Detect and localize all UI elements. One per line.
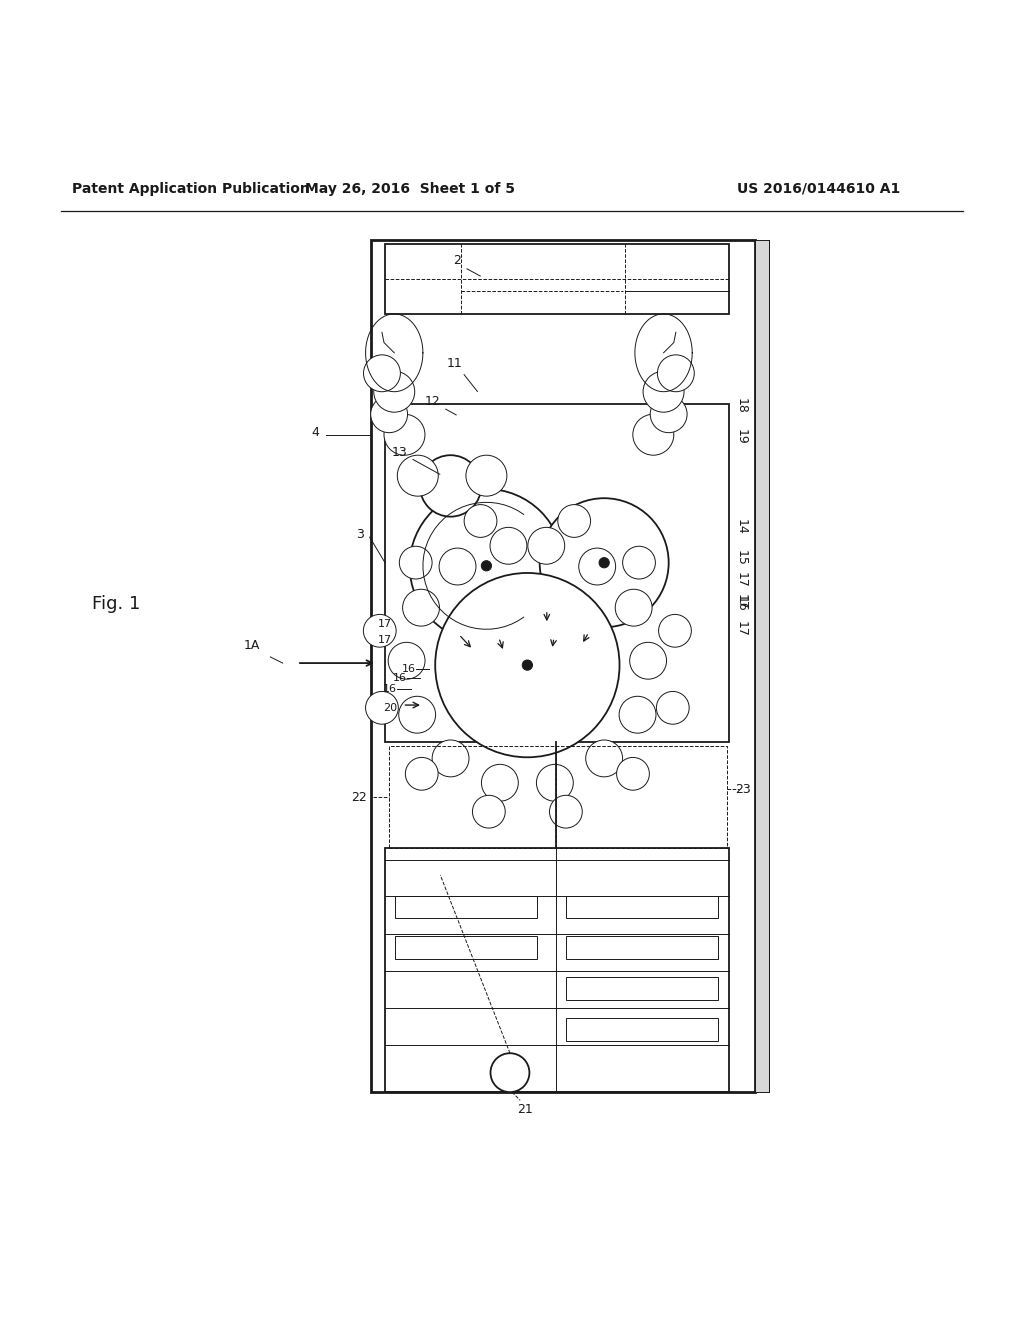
- Circle shape: [537, 764, 573, 801]
- Circle shape: [402, 589, 439, 626]
- Circle shape: [599, 557, 609, 568]
- Text: 20: 20: [383, 704, 397, 713]
- Text: Fig. 1: Fig. 1: [92, 595, 140, 612]
- Bar: [385, 244, 729, 314]
- Circle shape: [410, 488, 563, 643]
- Text: 23: 23: [735, 783, 751, 796]
- Bar: [385, 404, 729, 742]
- Text: 11: 11: [447, 356, 477, 392]
- Circle shape: [522, 660, 532, 671]
- Bar: [755, 240, 769, 1092]
- Bar: [566, 1019, 718, 1041]
- Circle shape: [490, 528, 527, 564]
- Text: 14: 14: [734, 519, 748, 535]
- Text: 18: 18: [734, 399, 748, 414]
- Text: Patent Application Publication: Patent Application Publication: [72, 182, 309, 195]
- Bar: [371, 240, 755, 1092]
- Circle shape: [558, 504, 591, 537]
- Circle shape: [397, 455, 438, 496]
- Circle shape: [550, 796, 583, 828]
- Bar: [566, 977, 718, 1001]
- Circle shape: [481, 764, 518, 801]
- Circle shape: [399, 546, 432, 579]
- Circle shape: [615, 589, 652, 626]
- Bar: [389, 746, 727, 849]
- Bar: [566, 895, 718, 917]
- Circle shape: [466, 455, 507, 496]
- Circle shape: [527, 528, 564, 564]
- Circle shape: [540, 498, 669, 627]
- Circle shape: [398, 696, 435, 733]
- Text: 1A: 1A: [244, 639, 260, 652]
- Text: 21: 21: [517, 1104, 532, 1117]
- Text: US 2016/0144610 A1: US 2016/0144610 A1: [737, 182, 900, 195]
- Circle shape: [643, 371, 684, 412]
- Circle shape: [586, 741, 623, 777]
- Circle shape: [616, 758, 649, 791]
- Text: 17: 17: [378, 619, 392, 630]
- Text: 17: 17: [734, 572, 748, 589]
- Bar: [566, 936, 718, 960]
- Text: 15: 15: [734, 549, 748, 565]
- Text: 2: 2: [453, 253, 461, 267]
- Circle shape: [633, 414, 674, 455]
- Text: 4: 4: [311, 426, 319, 440]
- Circle shape: [658, 614, 691, 647]
- Bar: [395, 936, 537, 960]
- Text: May 26, 2016  Sheet 1 of 5: May 26, 2016 Sheet 1 of 5: [304, 182, 515, 195]
- Circle shape: [623, 546, 655, 579]
- Text: 17: 17: [378, 635, 392, 644]
- Circle shape: [439, 548, 476, 585]
- Circle shape: [490, 1053, 529, 1092]
- Text: 16: 16: [383, 684, 397, 694]
- Circle shape: [406, 758, 438, 791]
- Text: 17: 17: [734, 622, 748, 638]
- Circle shape: [420, 455, 481, 516]
- Circle shape: [435, 573, 620, 758]
- Text: 12: 12: [425, 396, 457, 414]
- Bar: [395, 895, 537, 917]
- Circle shape: [384, 414, 425, 455]
- Text: 17: 17: [734, 594, 748, 610]
- Circle shape: [620, 696, 656, 733]
- Text: 13: 13: [392, 446, 440, 474]
- Circle shape: [472, 796, 505, 828]
- Circle shape: [364, 355, 400, 392]
- Circle shape: [388, 643, 425, 680]
- Text: 19: 19: [734, 429, 748, 445]
- Circle shape: [656, 692, 689, 725]
- Circle shape: [374, 371, 415, 412]
- Bar: [385, 849, 729, 1092]
- Circle shape: [630, 643, 667, 680]
- Circle shape: [366, 692, 398, 725]
- Circle shape: [432, 741, 469, 777]
- Circle shape: [481, 561, 492, 572]
- Circle shape: [579, 548, 615, 585]
- Circle shape: [364, 614, 396, 647]
- Circle shape: [371, 396, 408, 433]
- Text: 16: 16: [734, 595, 748, 611]
- Circle shape: [657, 355, 694, 392]
- Circle shape: [464, 504, 497, 537]
- Circle shape: [650, 396, 687, 433]
- Text: 3: 3: [355, 528, 364, 541]
- Text: 16: 16: [401, 664, 416, 675]
- Text: 22: 22: [351, 791, 367, 804]
- Text: 16: 16: [392, 673, 407, 684]
